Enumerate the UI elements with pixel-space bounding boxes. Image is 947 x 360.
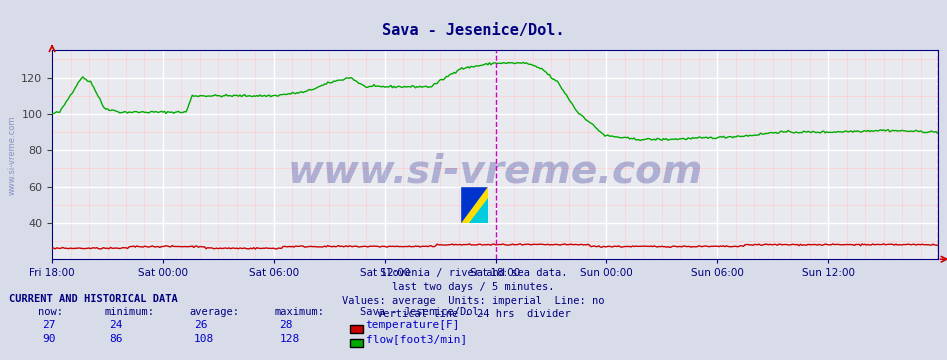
Text: 128: 128 (279, 334, 299, 344)
Text: Sava - Jesenice/Dol.: Sava - Jesenice/Dol. (383, 23, 564, 39)
Text: vertical line - 24 hrs  divider: vertical line - 24 hrs divider (377, 309, 570, 319)
Text: 108: 108 (194, 334, 214, 344)
Text: 28: 28 (279, 320, 293, 330)
Text: www.si-vreme.com: www.si-vreme.com (287, 153, 703, 190)
Text: maximum:: maximum: (275, 307, 325, 317)
Text: flow[foot3/min]: flow[foot3/min] (366, 334, 467, 344)
Text: Slovenia / river and sea data.: Slovenia / river and sea data. (380, 268, 567, 278)
Polygon shape (461, 187, 488, 223)
Text: last two days / 5 minutes.: last two days / 5 minutes. (392, 282, 555, 292)
Text: 27: 27 (43, 320, 56, 330)
Text: 90: 90 (43, 334, 56, 344)
Text: 86: 86 (109, 334, 122, 344)
Polygon shape (461, 187, 488, 223)
Text: temperature[F]: temperature[F] (366, 320, 460, 330)
Text: 24: 24 (109, 320, 122, 330)
Text: 26: 26 (194, 320, 207, 330)
Text: average:: average: (189, 307, 240, 317)
Text: Sava - Jesenice/Dol.: Sava - Jesenice/Dol. (360, 307, 485, 317)
Text: minimum:: minimum: (104, 307, 154, 317)
Text: CURRENT AND HISTORICAL DATA: CURRENT AND HISTORICAL DATA (9, 294, 178, 305)
Text: Values: average  Units: imperial  Line: no: Values: average Units: imperial Line: no (342, 296, 605, 306)
Text: now:: now: (38, 307, 63, 317)
Text: www.si-vreme.com: www.si-vreme.com (8, 115, 17, 194)
Polygon shape (469, 198, 488, 223)
